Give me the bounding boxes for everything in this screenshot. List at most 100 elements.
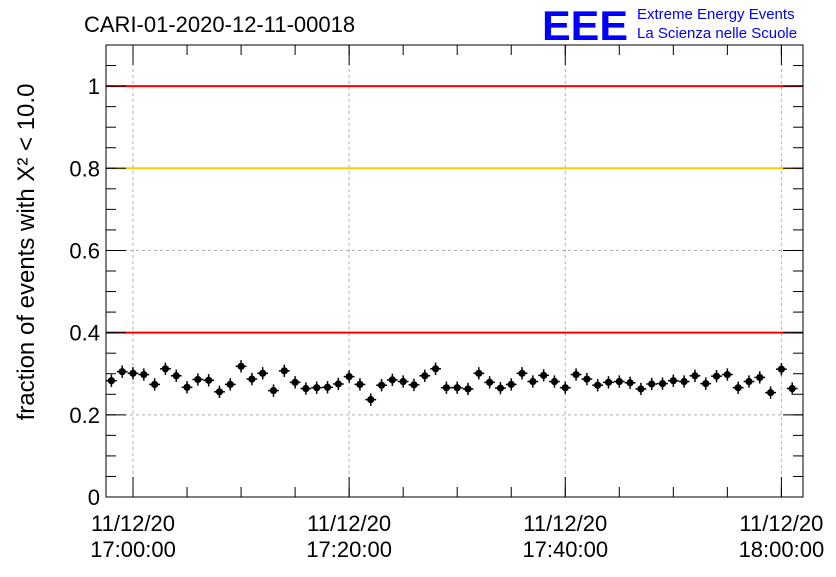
data-marker xyxy=(669,377,677,385)
x-tick-label-date: 11/12/20 xyxy=(523,511,607,536)
data-marker xyxy=(788,384,796,393)
data-marker xyxy=(367,396,375,404)
data-marker xyxy=(107,377,116,385)
data-marker xyxy=(745,377,753,386)
y-tick-label: 0.2 xyxy=(69,403,100,428)
data-marker xyxy=(302,384,310,393)
data-marker xyxy=(658,379,667,388)
data-point xyxy=(365,393,377,406)
data-point xyxy=(570,368,582,381)
data-marker xyxy=(248,375,256,383)
data-marker xyxy=(118,368,126,376)
data-point xyxy=(106,374,117,387)
data-marker xyxy=(572,370,580,379)
data-point xyxy=(408,378,420,391)
eee-logo-mark: EEE xyxy=(542,2,628,49)
data-point xyxy=(516,367,528,380)
data-point xyxy=(635,382,647,396)
data-marker xyxy=(518,369,526,377)
data-marker xyxy=(475,369,483,377)
data-point xyxy=(473,367,485,380)
data-marker xyxy=(421,372,429,380)
data-marker xyxy=(777,365,785,373)
data-point xyxy=(322,381,333,394)
data-marker xyxy=(486,378,494,386)
data-marker xyxy=(561,384,569,392)
data-marker xyxy=(215,388,224,396)
data-point xyxy=(592,379,604,392)
y-tick-labels: 0 0.2 0.4 0.6 0.8 1 xyxy=(69,74,100,510)
data-marker xyxy=(410,381,418,389)
data-point xyxy=(160,362,171,375)
data-marker xyxy=(323,383,332,391)
data-marker xyxy=(691,372,699,380)
data-marker xyxy=(648,380,656,388)
data-marker xyxy=(756,373,764,382)
y-tick-label: 0.6 xyxy=(69,238,100,263)
data-marker xyxy=(766,389,775,397)
data-marker xyxy=(377,381,386,389)
y-tick-label: 0.4 xyxy=(69,321,100,346)
x-tick-label-date: 11/12/20 xyxy=(307,511,391,536)
data-point xyxy=(775,363,787,376)
data-marker xyxy=(626,379,634,387)
data-point xyxy=(495,381,506,395)
data-point xyxy=(203,374,215,387)
data-point xyxy=(235,360,247,373)
data-marker xyxy=(583,375,591,383)
data-point xyxy=(440,381,452,394)
data-marker xyxy=(431,365,440,373)
data-marker xyxy=(637,385,645,393)
data-point xyxy=(192,373,204,386)
logo-line-2: La Scienza nelle Scuole xyxy=(637,25,797,42)
chart-title: CARI-01-2020-12-11-00018 xyxy=(84,12,355,37)
data-point xyxy=(430,362,441,375)
data-point xyxy=(732,381,744,394)
data-marker xyxy=(129,369,137,377)
data-marker xyxy=(151,380,159,389)
data-marker xyxy=(280,367,288,375)
data-marker xyxy=(604,378,613,386)
data-point xyxy=(613,375,625,388)
data-marker xyxy=(345,373,353,381)
data-point xyxy=(181,381,193,394)
data-point xyxy=(581,372,593,386)
data-point xyxy=(386,373,398,387)
data-marker xyxy=(540,371,548,379)
data-point xyxy=(278,364,290,378)
data-point xyxy=(711,370,722,383)
data-point xyxy=(354,378,366,391)
data-point xyxy=(332,377,344,391)
x-tick-label-date: 11/12/20 xyxy=(91,511,175,536)
data-marker xyxy=(680,377,688,386)
data-marker xyxy=(140,370,148,379)
data-marker xyxy=(734,384,742,392)
x-tick-label-time: 18:00:00 xyxy=(739,537,825,562)
data-point xyxy=(268,384,279,397)
logo-line-1: Extreme Energy Events xyxy=(637,6,795,23)
data-point xyxy=(127,367,139,380)
data-point xyxy=(505,378,517,391)
data-marker xyxy=(399,377,407,386)
data-marker xyxy=(226,380,234,389)
data-point xyxy=(786,382,798,395)
data-point xyxy=(419,369,431,382)
y-tick-label: 0 xyxy=(88,485,100,510)
reference-lines xyxy=(106,85,803,334)
data-marker xyxy=(723,370,731,379)
data-point xyxy=(743,375,755,388)
x-tick-label-time: 17:00:00 xyxy=(90,537,176,562)
data-point xyxy=(657,377,668,390)
data-marker xyxy=(291,378,299,386)
x-tick-label-time: 17:40:00 xyxy=(522,537,608,562)
data-point xyxy=(300,382,312,395)
data-marker xyxy=(334,380,342,388)
data-marker xyxy=(712,372,721,380)
data-point xyxy=(559,381,571,394)
data-point xyxy=(376,379,387,392)
eee-logo: EEE Extreme Energy Events La Scienza nel… xyxy=(542,2,797,49)
x-tick-labels: 11/12/2017:00:0011/12/2017:20:0011/12/20… xyxy=(90,511,824,562)
data-marker xyxy=(507,380,515,389)
